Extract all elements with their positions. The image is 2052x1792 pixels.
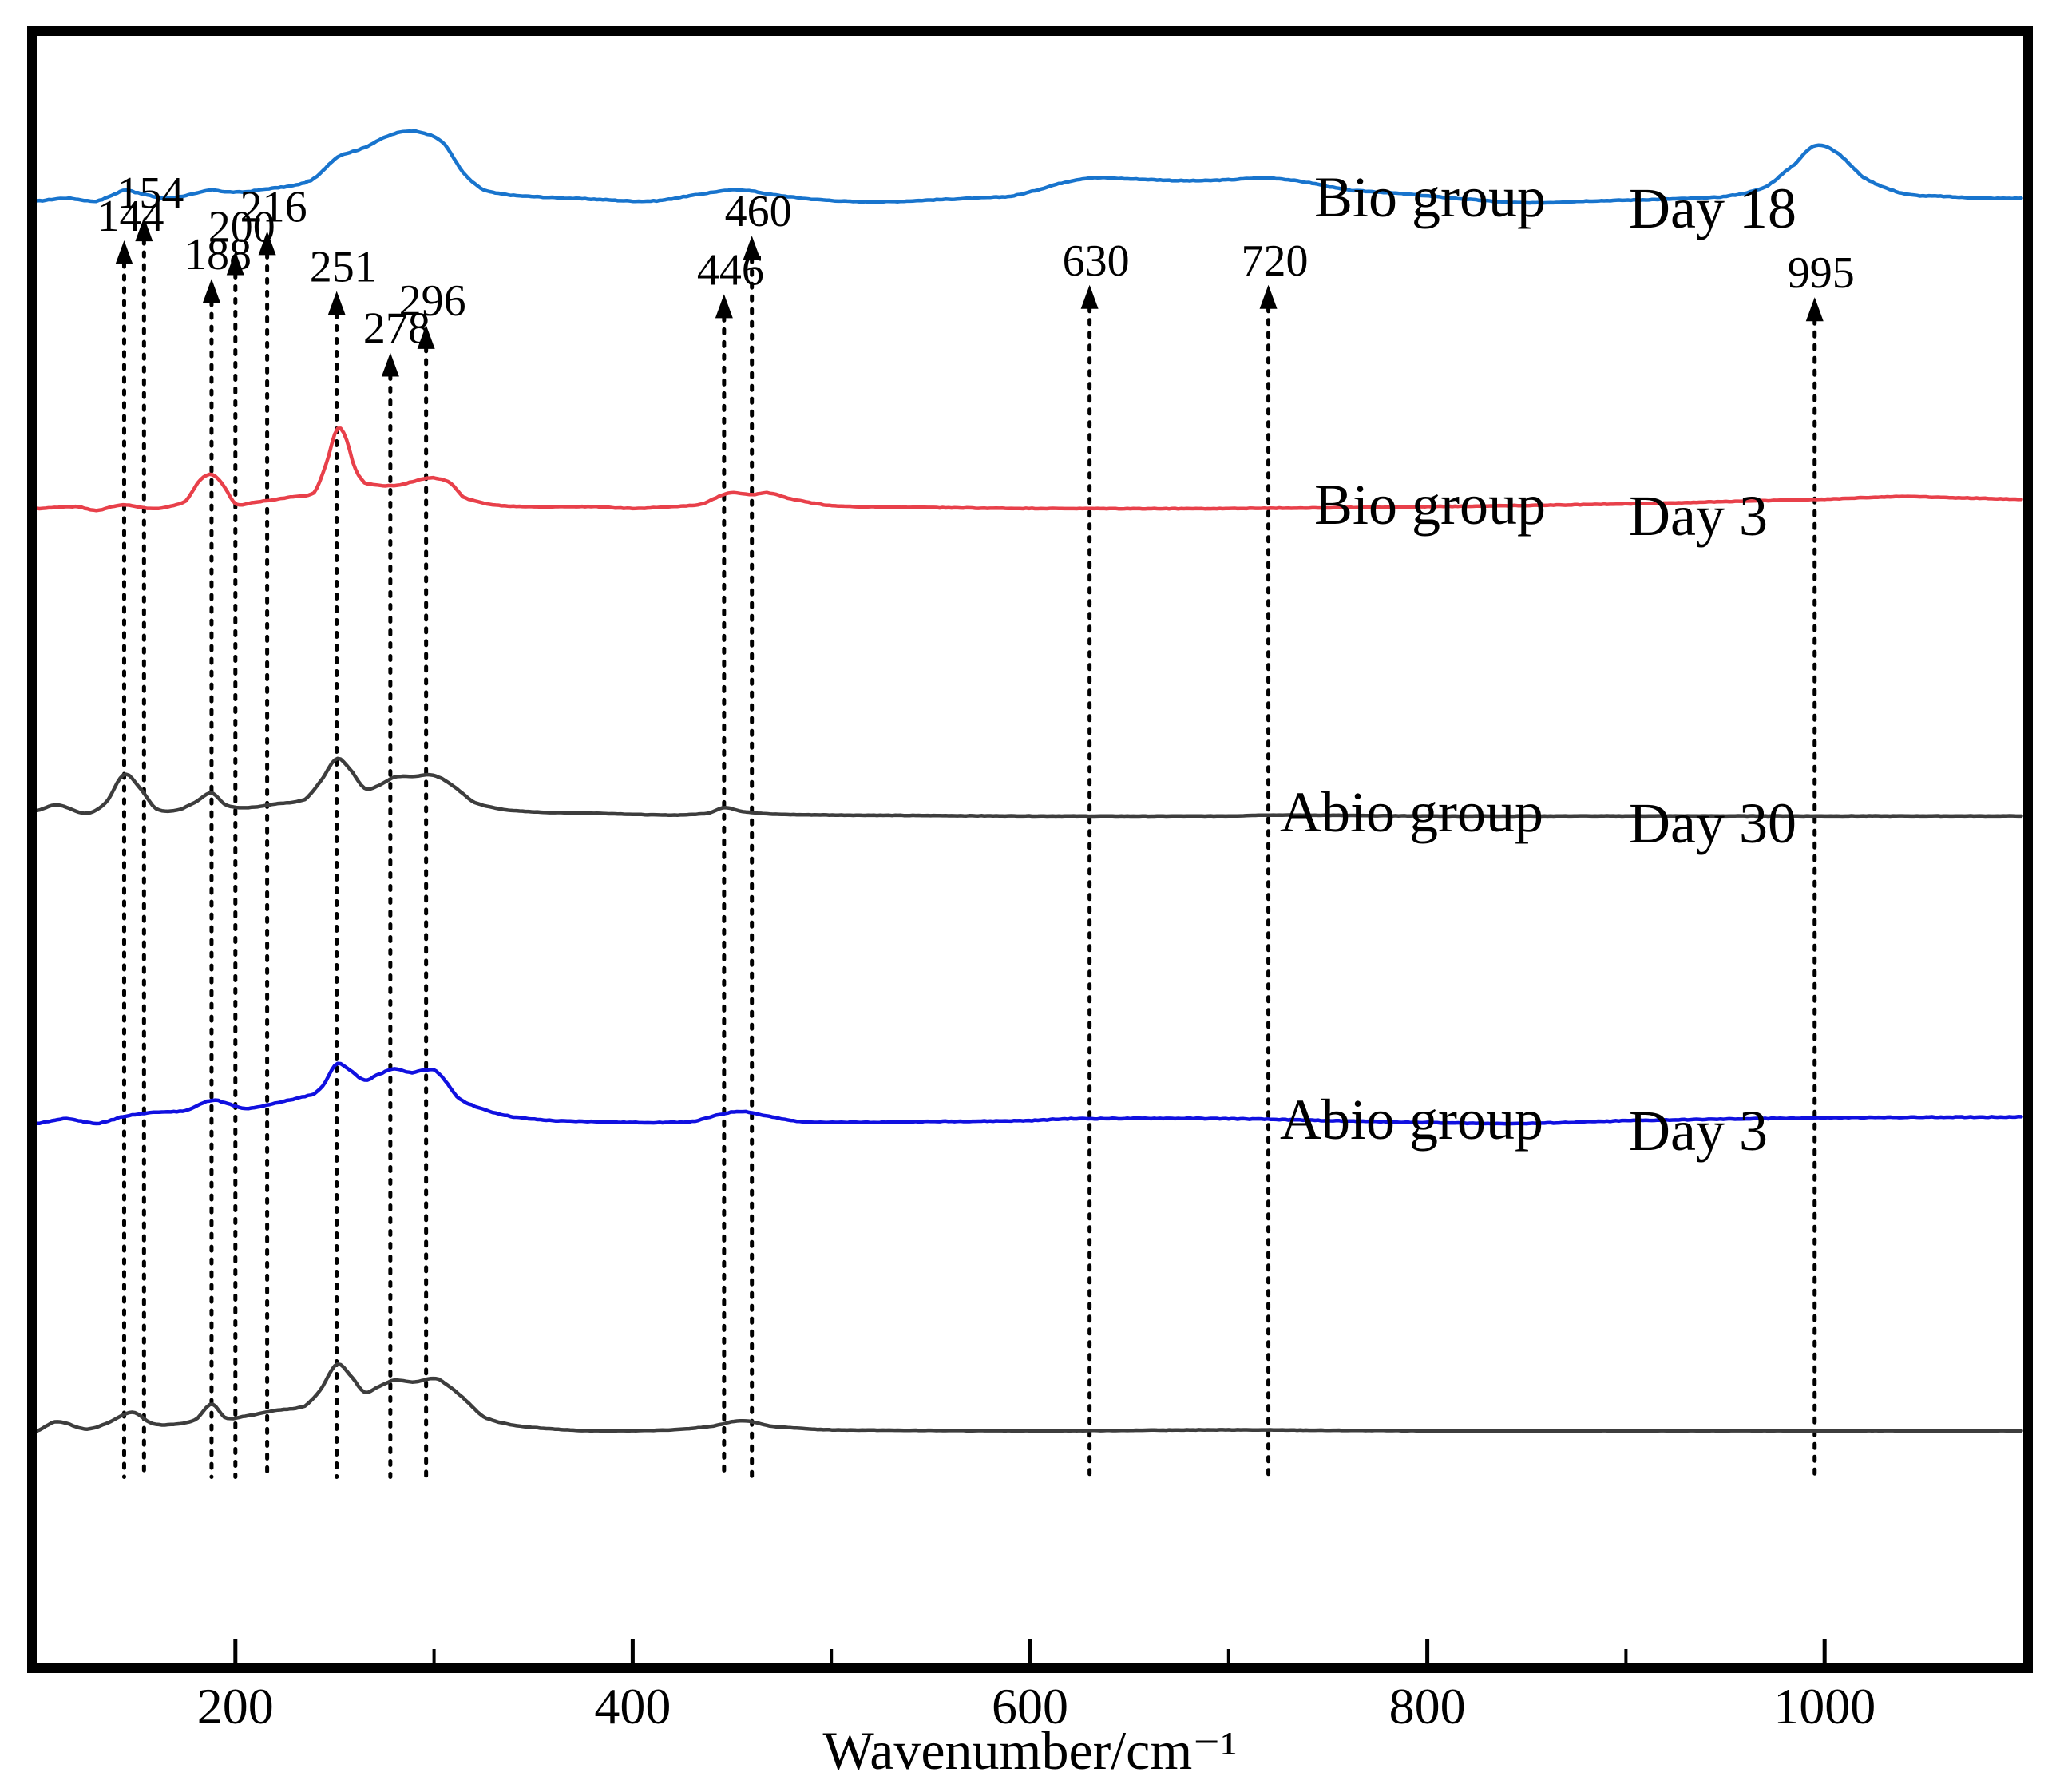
peak-label-154: 154 (117, 168, 184, 218)
peak-label-460: 460 (725, 187, 792, 236)
series-label-bio_day3-day: Day 3 (1629, 484, 1768, 548)
series-abio_day3 (34, 1362, 2023, 1433)
series-abio_day30 (34, 1061, 2023, 1126)
series-bio_day18 (34, 426, 2023, 513)
x-tick-label-600: 600 (992, 1678, 1068, 1735)
series-bio_day3 (34, 756, 2023, 819)
peak-arrow-200 (226, 251, 244, 276)
peak-arrow-278 (381, 352, 399, 377)
series-bio_day30 (34, 129, 2023, 205)
series-label-abio_day3-group: Abio group (1280, 1088, 1543, 1152)
x-tick-label-400: 400 (594, 1678, 671, 1735)
peak-arrow-144 (115, 240, 133, 264)
peak-arrow-216 (258, 231, 276, 256)
peak-arrow-720 (1259, 284, 1278, 309)
series-label-abio_day30-group: Abio group (1280, 780, 1543, 844)
peak-arrow-296 (417, 324, 435, 349)
peak-arrow-188 (202, 279, 220, 303)
x-tick-label-800: 800 (1389, 1678, 1466, 1735)
peak-marker-group (121, 237, 1817, 1479)
peak-label-296: 296 (399, 276, 466, 326)
x-tick-label-200: 200 (197, 1678, 274, 1735)
series-label-abio_day30-day: Day 30 (1629, 791, 1796, 855)
peak-label-720: 720 (1242, 236, 1309, 286)
peak-label-995: 995 (1788, 248, 1855, 298)
peak-arrow-251 (327, 291, 346, 315)
peak-arrow-154 (135, 217, 153, 242)
peak-arrow-460 (743, 236, 761, 260)
peak-label-251: 251 (310, 243, 377, 292)
peak-label-216: 216 (240, 182, 307, 232)
peak-label-144: 144 (97, 192, 164, 241)
series-label-bio_day18-group: Bio group (1314, 165, 1546, 229)
x-axis-title: Wavenumber/cm⁻¹ (822, 1720, 1237, 1781)
x-axis: 200 400 600 800 1000 (197, 1639, 1876, 1735)
peak-arrow-446 (715, 294, 733, 319)
series-label-abio_day3-day: Day 3 (1629, 1099, 1768, 1163)
x-tick-label-1000: 1000 (1773, 1678, 1876, 1735)
series-label-bio_day18-day: Day 18 (1629, 176, 1796, 240)
peak-label-630: 630 (1063, 236, 1130, 286)
plot-frame (27, 26, 2033, 1673)
peak-arrow-995 (1805, 297, 1824, 322)
peak-arrow-630 (1080, 284, 1099, 309)
series-label-bio_day3-group: Bio group (1314, 473, 1546, 537)
spectra-series-group (34, 129, 2023, 1433)
